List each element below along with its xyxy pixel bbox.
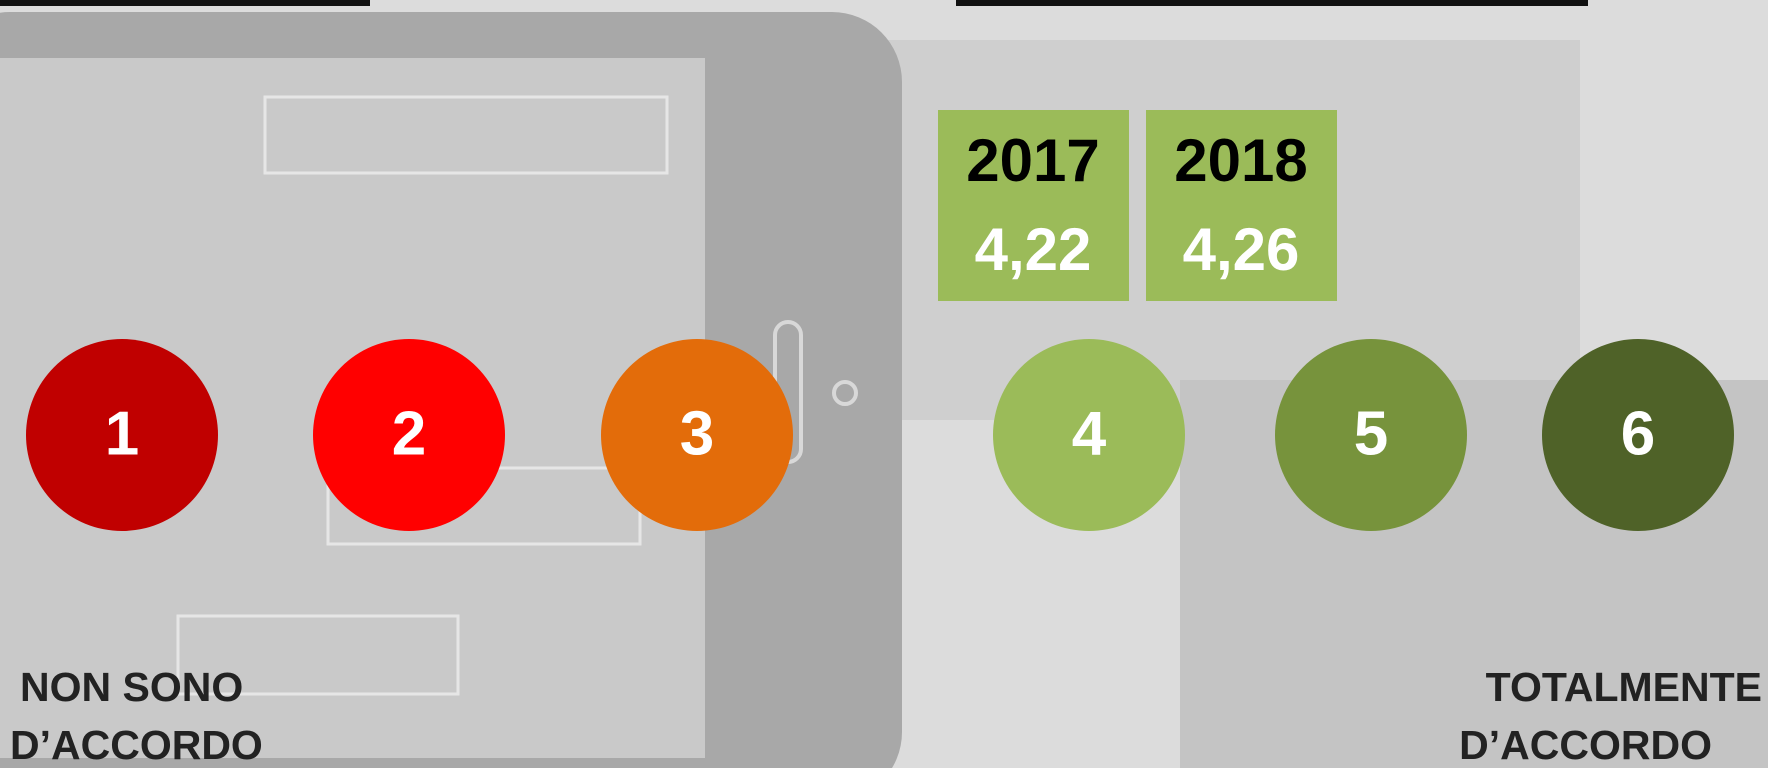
scale-number: 5 <box>1354 399 1388 468</box>
score-year: 2017 <box>966 127 1099 194</box>
scale-number: 6 <box>1621 399 1655 468</box>
scale-number: 3 <box>680 399 714 468</box>
scale-circle <box>1275 339 1467 531</box>
scale-circle <box>313 339 505 531</box>
screen-sign <box>176 614 460 696</box>
score-box <box>1146 110 1337 301</box>
score-year: 2018 <box>1174 127 1307 194</box>
score-value: 4,22 <box>975 216 1092 283</box>
scores: 2017 4,22 2018 4,26 <box>938 110 1337 301</box>
scale: 1 2 3 4 5 6 <box>26 339 1734 531</box>
screen-sign <box>263 95 669 175</box>
right-label: D’ACCORDO <box>1459 722 1712 768</box>
scale-number: 2 <box>392 399 426 468</box>
scale-circle <box>601 339 793 531</box>
left-label: NON SONO <box>20 664 243 710</box>
top-bar <box>956 0 1588 6</box>
top-bar <box>0 0 370 6</box>
scale-number: 1 <box>105 399 139 468</box>
right-label: TOTALMENTE <box>1486 664 1762 710</box>
left-label: D’ACCORDO <box>10 722 263 768</box>
score-value: 4,26 <box>1183 216 1300 283</box>
scale-number: 4 <box>1072 399 1107 468</box>
score-box <box>938 110 1129 301</box>
scale-circle <box>1542 339 1734 531</box>
phone-camera <box>832 380 858 406</box>
scale-circle <box>993 339 1185 531</box>
scale-circle <box>26 339 218 531</box>
